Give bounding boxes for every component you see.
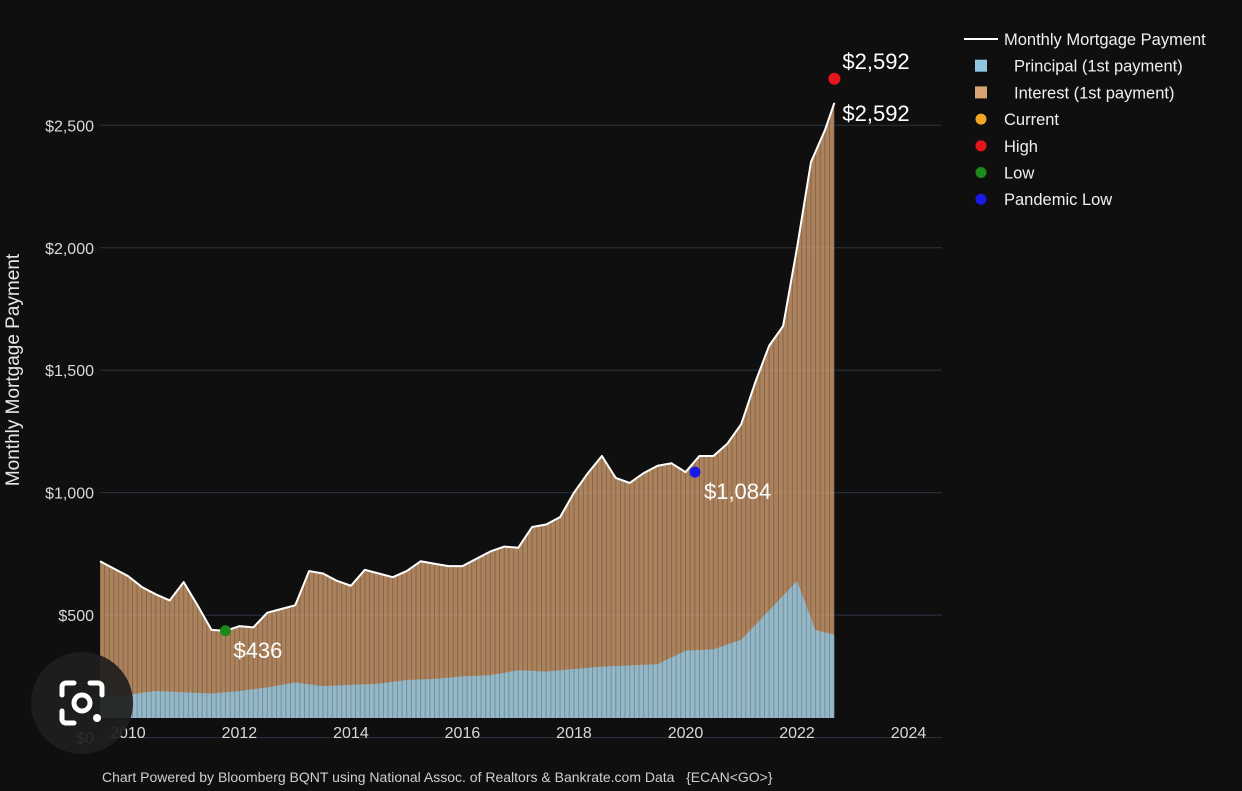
principal-area [100, 580, 835, 718]
y-axis-title: Monthly Mortgage Payment [3, 253, 24, 486]
annotation-label: $1,084 [704, 479, 771, 504]
pandemic-low-marker [689, 466, 701, 478]
gridlines [100, 124, 942, 739]
visual-search-button[interactable] [31, 652, 133, 754]
low-marker [219, 625, 231, 637]
legend-label: High [1004, 138, 1038, 156]
camera-lens-icon [59, 680, 105, 726]
x-tick-label: 2014 [333, 725, 369, 742]
x-tick-label: 2016 [445, 725, 481, 742]
annotation-label: $2,592 [842, 49, 909, 74]
x-tick-label: 2020 [668, 725, 704, 742]
y-tick-label: $2,500 [45, 118, 94, 135]
x-tick-label: 2022 [779, 725, 815, 742]
x-tick-label: 2024 [891, 725, 927, 742]
annotation-label: $2,592 [842, 101, 909, 126]
legend-dot-swatch [975, 140, 987, 152]
legend-square-swatch [975, 59, 987, 72]
interest-area [100, 102, 835, 719]
legend-dot-swatch [975, 113, 987, 125]
legend-label: Current [1004, 111, 1059, 129]
stacked-areas [100, 102, 835, 719]
x-tick-label: 2012 [222, 725, 258, 742]
legend-label: Interest (1st payment) [1014, 84, 1174, 102]
annotation-markers: $2,592 $2,592 $436 $1,084 [219, 49, 910, 663]
legend-dot-swatch [975, 193, 987, 205]
legend-label: Low [1004, 165, 1034, 183]
legend-dot-swatch [975, 167, 987, 178]
y-tick-label: $1,500 [45, 363, 94, 380]
legend-label: Monthly Mortgage Payment [1004, 31, 1206, 49]
source-footer: Chart Powered by Bloomberg BQNT using Na… [102, 769, 773, 785]
y-tick-label: $1,000 [45, 486, 94, 503]
annotation-label: $436 [233, 638, 282, 663]
legend-label: Pandemic Low [1004, 191, 1112, 209]
y-tick-label: $500 [58, 608, 94, 625]
x-tick-label: 2018 [556, 725, 592, 742]
legend-label: Principal (1st payment) [1014, 58, 1183, 76]
y-tick-label: $2,000 [45, 241, 94, 258]
legend-square-swatch [975, 86, 987, 99]
high-marker [828, 72, 841, 85]
legend: Monthly Mortgage Payment Principal (1st p… [964, 31, 1206, 209]
